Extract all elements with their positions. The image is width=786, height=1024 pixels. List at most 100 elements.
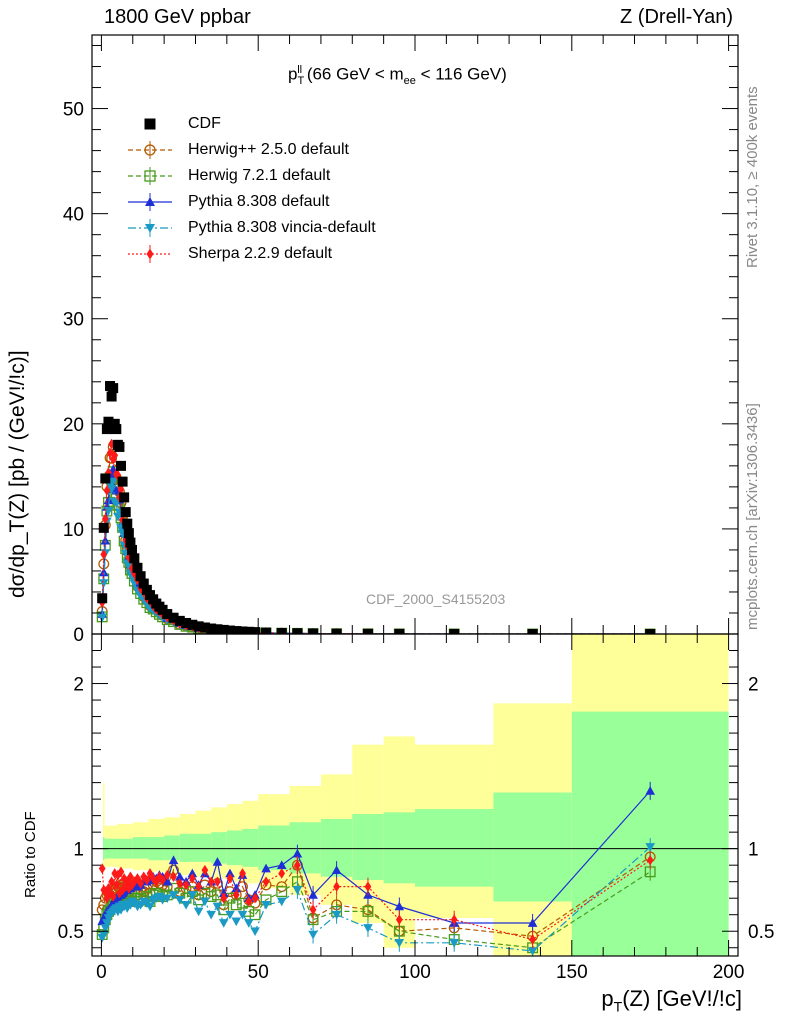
cdf-data-point	[181, 617, 192, 628]
cdf-data-point	[250, 627, 261, 634]
ratio-point-sherpa	[188, 873, 196, 884]
ratio-point-pythia	[168, 855, 179, 865]
ratio-point-sherpa	[245, 896, 253, 907]
y-tick-label-ratio: 2	[73, 675, 84, 696]
legend-label: Pythia 8.308 default	[188, 193, 330, 210]
ratio-point-pythia	[218, 888, 229, 898]
band-inner	[132, 837, 149, 859]
ratio-point-pythia	[308, 890, 318, 899]
ratio-point-vincia	[237, 910, 248, 920]
x-tick-label: 50	[248, 962, 269, 983]
ratio-point-sherpa	[395, 914, 403, 925]
xlabel-rest: (Z) [GeV!/!c]	[622, 986, 742, 1011]
band-inner	[571, 711, 729, 956]
y-tick-label-main: 0	[73, 625, 84, 646]
cdf-data-point	[122, 518, 133, 529]
ratio-point-vincia	[181, 900, 191, 910]
legend-symbol-sherpa	[128, 245, 172, 263]
cdf-data-point	[111, 424, 122, 435]
legend-marker-sherpa	[146, 248, 154, 260]
ratio-series	[96, 781, 656, 956]
y-tick-label-main: 40	[63, 205, 84, 226]
ratio-point-pythia	[187, 868, 198, 878]
x-tick-label: 100	[399, 962, 431, 983]
y-axis-label-main: dσ/dp_T(Z) [pb / (GeV!/!c)]	[6, 350, 29, 598]
main-point-sherpa	[103, 485, 111, 496]
ratio-point-vincia	[645, 843, 655, 852]
x-tick-label: 200	[713, 962, 745, 983]
ratio-point-herwig7	[362, 905, 374, 917]
plot-title: pTll (66 GeV < mee < 116 GeV)	[288, 64, 507, 87]
legend-label: Herwig 7.2.1 default	[188, 167, 331, 184]
cdf-data-point	[527, 628, 538, 634]
y-tick-label-ratio-right: 0.5	[748, 922, 774, 943]
ratio-point-sherpa	[143, 874, 151, 886]
ratio-point-vincia	[363, 924, 373, 933]
cdf-data-point	[135, 571, 146, 582]
main-point-vincia	[98, 579, 109, 588]
cdf-data-point	[119, 492, 130, 503]
ratio-point-vincia	[331, 910, 342, 920]
band-inner	[179, 833, 196, 862]
cdf-data-point	[106, 391, 117, 402]
main-point-pythia	[100, 535, 111, 545]
header-left-title: 1800 GeV ppbar	[104, 6, 251, 28]
ratio-point-sherpa	[214, 876, 221, 887]
band-inner	[195, 833, 212, 862]
band-inner	[164, 835, 180, 861]
cdf-data-point	[117, 476, 128, 487]
ratio-point-sherpa	[176, 878, 184, 889]
ratio-point-vincia	[276, 897, 287, 907]
title-sub2: ee	[403, 75, 416, 88]
cdf-data-point	[362, 628, 373, 634]
xlabel-sub: T	[613, 998, 623, 1015]
cdf-data-point	[237, 626, 248, 634]
ratio-point-sherpa	[163, 869, 171, 881]
cdf-data-point	[116, 460, 127, 471]
band-inner	[226, 830, 243, 866]
legend-marker-pythia	[145, 197, 155, 206]
ratio-point-sherpa	[109, 891, 117, 902]
cdf-data-point	[132, 562, 143, 573]
cdf-data-point	[123, 528, 134, 539]
cdf-data-point	[261, 627, 272, 634]
ratio-point-pythia	[645, 786, 655, 795]
cdf-data-point	[276, 627, 287, 634]
y-tick-label-main: 50	[63, 100, 84, 121]
cdf-data-point	[243, 626, 254, 634]
legend-label: Sherpa 2.2.9 default	[188, 245, 333, 262]
x-tick-label: 0	[96, 962, 107, 983]
ratio-point-pythia	[276, 860, 287, 870]
ratio-point-sherpa	[646, 854, 654, 866]
main-point-sherpa	[100, 549, 108, 560]
cdf-data-point	[292, 628, 303, 634]
cdf-data-point	[162, 609, 173, 620]
ratio-point-vincia	[231, 917, 242, 927]
band-inner	[352, 813, 384, 881]
cdf-data-point	[125, 537, 136, 548]
cdf-data-point	[449, 628, 460, 634]
ratio-point-pythia	[292, 848, 303, 858]
main-line-vincia	[101, 481, 651, 634]
cdf-data-point	[100, 473, 111, 484]
main-point-vincia	[108, 477, 118, 487]
ratio-point-vincia	[212, 902, 223, 912]
mcplots-credit-text: mcplots.cern.ch [arXiv:1306.3436]	[744, 403, 761, 630]
ratio-point-pythia	[162, 876, 173, 886]
ratio-point-sherpa	[201, 864, 209, 876]
ratio-point-vincia	[308, 930, 318, 940]
main-line-pythia	[101, 469, 651, 634]
ratio-point-sherpa	[294, 859, 301, 871]
y-axis-label-ratio: Ratio to CDF	[22, 811, 39, 898]
main-point-sherpa	[117, 484, 125, 495]
ratio-point-sherpa	[333, 881, 340, 892]
ratio-point-sherpa	[232, 889, 240, 901]
band-inner	[289, 822, 321, 874]
main-point-vincia	[106, 485, 117, 494]
main-point-vincia	[97, 613, 107, 623]
title-rest-b: < 116 GeV)	[415, 64, 507, 84]
ratio-point-sherpa	[117, 866, 125, 878]
title-sup: ll	[297, 64, 303, 76]
legend-symbol-vincia	[128, 219, 172, 237]
ratio-point-sherpa	[127, 871, 134, 883]
